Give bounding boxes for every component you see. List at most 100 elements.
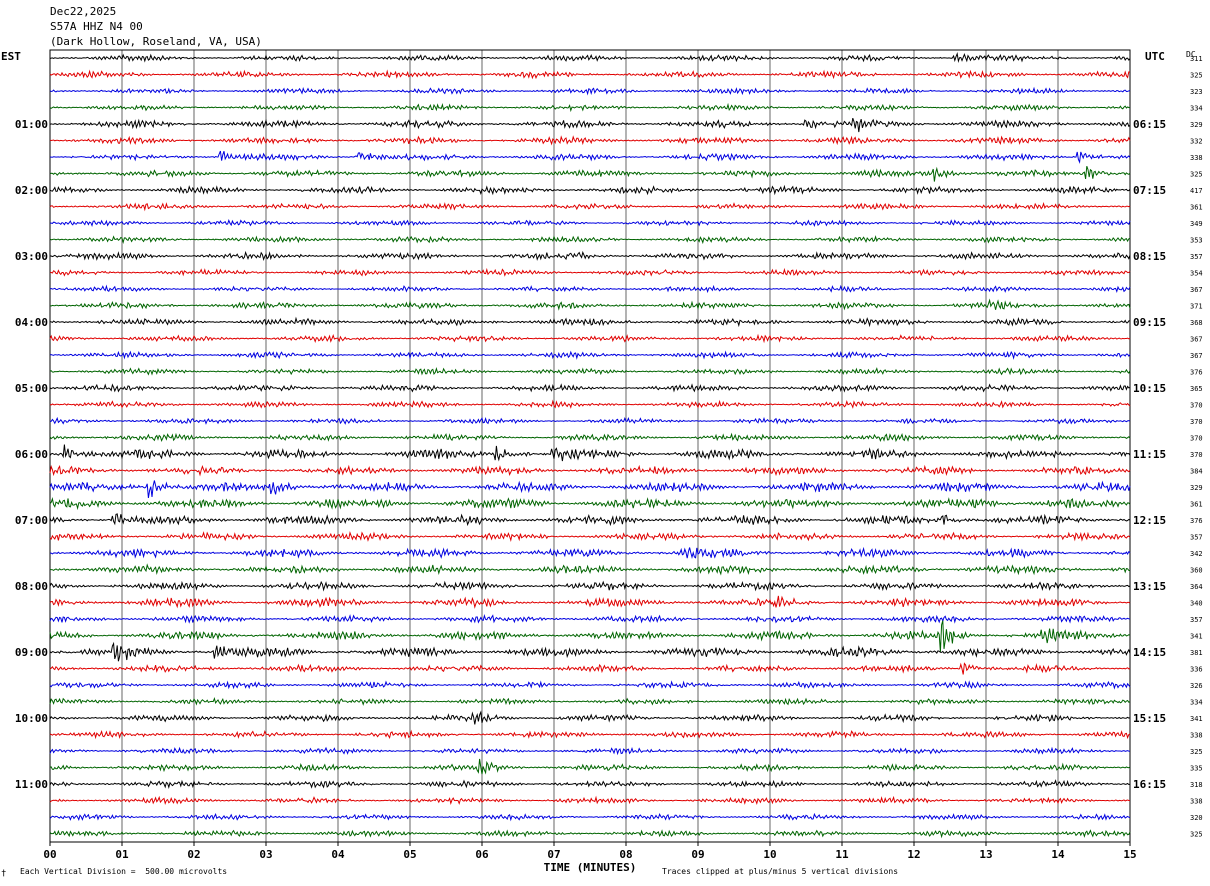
seismic-trace — [49, 350, 1131, 360]
seismic-trace — [49, 284, 1131, 294]
seismic-trace — [49, 697, 1131, 707]
x-tick-label: 06 — [475, 848, 489, 861]
seismic-trace — [49, 580, 1131, 592]
seismic-trace — [49, 267, 1131, 277]
dc-offset-value: 329 — [1190, 121, 1203, 129]
dc-offset-value: 341 — [1190, 633, 1203, 641]
utc-hour-label: 11:15 — [1133, 448, 1166, 461]
seismic-trace — [49, 464, 1131, 477]
dc-offset-value: 371 — [1190, 303, 1203, 311]
dc-offset-value: 368 — [1190, 319, 1203, 327]
footer-mark: † — [1, 869, 7, 879]
seismic-trace — [49, 166, 1131, 182]
dc-offset-value: 318 — [1190, 781, 1203, 789]
est-hour-label: 03:00 — [15, 250, 48, 263]
x-tick-label: 03 — [259, 848, 272, 861]
est-zone-label: EST — [1, 50, 21, 63]
dc-offset-value: 367 — [1190, 286, 1203, 294]
x-tick-label: 07 — [547, 848, 560, 861]
x-tick-label: 00 — [43, 848, 56, 861]
x-tick-label: 08 — [619, 848, 632, 861]
dc-offset-value: 326 — [1190, 682, 1203, 690]
dc-offset-value: 384 — [1190, 468, 1203, 476]
dc-offset-value: 325 — [1190, 748, 1203, 756]
est-hour-label: 04:00 — [15, 316, 48, 329]
seismic-trace — [49, 235, 1131, 245]
utc-hour-label: 12:15 — [1133, 514, 1166, 527]
seismic-trace — [49, 367, 1131, 376]
dc-offset-value: 381 — [1190, 649, 1203, 657]
seismic-trace — [49, 662, 1131, 675]
dc-offset-value: 365 — [1190, 385, 1203, 393]
dc-offset-value: 357 — [1190, 616, 1203, 624]
est-hour-label: 09:00 — [15, 646, 48, 659]
x-tick-label: 01 — [115, 848, 129, 861]
seismic-trace — [49, 531, 1131, 542]
est-hour-label: 01:00 — [15, 118, 48, 131]
dc-offset-value: 370 — [1190, 435, 1203, 443]
seismic-trace — [49, 102, 1131, 113]
dc-offset-value: 361 — [1190, 204, 1203, 212]
x-tick-label: 05 — [403, 848, 416, 861]
seismic-trace — [49, 117, 1131, 133]
seismic-trace — [49, 218, 1131, 228]
seismic-trace — [49, 480, 1131, 498]
dc-offset-value: 370 — [1190, 418, 1203, 426]
footer-scale-note: Each Vertical Division = 500.00 microvol… — [20, 867, 228, 876]
seismic-trace — [49, 150, 1131, 164]
est-hour-label: 06:00 — [15, 448, 48, 461]
seismic-trace — [49, 641, 1131, 662]
utc-zone-label: UTC — [1145, 50, 1165, 63]
seismic-trace — [49, 416, 1131, 425]
seismic-trace — [49, 829, 1131, 839]
seismic-trace — [49, 614, 1131, 624]
dc-offset-value: 329 — [1190, 484, 1203, 492]
dc-offset-value: 338 — [1190, 798, 1203, 806]
dc-offset-value: 340 — [1190, 600, 1203, 608]
utc-hour-label: 13:15 — [1133, 580, 1166, 593]
dc-offset-value: 341 — [1190, 715, 1203, 723]
seismic-trace — [49, 250, 1131, 262]
dc-offset-value: 334 — [1190, 105, 1203, 113]
dc-offset-value: 353 — [1190, 237, 1203, 245]
seismic-trace — [49, 595, 1131, 609]
dc-offset-value: 367 — [1190, 336, 1203, 344]
dc-offset-value: 335 — [1190, 765, 1203, 773]
est-hour-label: 11:00 — [15, 778, 48, 791]
seismic-trace — [49, 710, 1131, 725]
dc-offset-value: 370 — [1190, 402, 1203, 410]
dc-offset-value: 376 — [1190, 369, 1203, 377]
x-tick-label: 09 — [691, 848, 704, 861]
dc-offset-value: 334 — [1190, 699, 1203, 707]
seismic-trace — [49, 497, 1131, 511]
dc-offset-value: 370 — [1190, 451, 1203, 459]
seismic-trace — [49, 316, 1131, 328]
dc-offset-value: 361 — [1190, 501, 1203, 509]
x-tick-label: 13 — [979, 848, 992, 861]
seismic-trace — [50, 563, 1131, 576]
utc-hour-label: 14:15 — [1133, 646, 1166, 659]
seismic-trace — [49, 69, 1131, 80]
seismic-trace — [49, 86, 1131, 96]
dc-offset-value: 342 — [1190, 550, 1203, 558]
dc-offset-value: 357 — [1190, 534, 1203, 542]
dc-offset-value: 417 — [1190, 187, 1203, 195]
dc-offset-value: 338 — [1190, 732, 1203, 740]
seismic-trace — [49, 444, 1131, 462]
footer-clip-note: Traces clipped at plus/minus 5 vertical … — [662, 867, 899, 876]
est-hour-label: 10:00 — [15, 712, 48, 725]
seismic-trace — [49, 51, 1131, 63]
seismic-trace — [49, 795, 1131, 806]
dc-offset-value: 338 — [1190, 154, 1203, 162]
dc-offset-value: 325 — [1190, 72, 1203, 80]
seismic-trace — [49, 746, 1131, 756]
est-hour-label: 08:00 — [15, 580, 48, 593]
x-tick-label: 04 — [331, 848, 345, 861]
seismic-trace — [49, 620, 1131, 653]
x-tick-label: 10 — [763, 848, 776, 861]
dc-offset-value: 364 — [1190, 583, 1203, 591]
x-axis-label: TIME (MINUTES) — [544, 861, 637, 874]
seismic-trace — [49, 546, 1131, 560]
seismic-trace — [49, 812, 1131, 822]
